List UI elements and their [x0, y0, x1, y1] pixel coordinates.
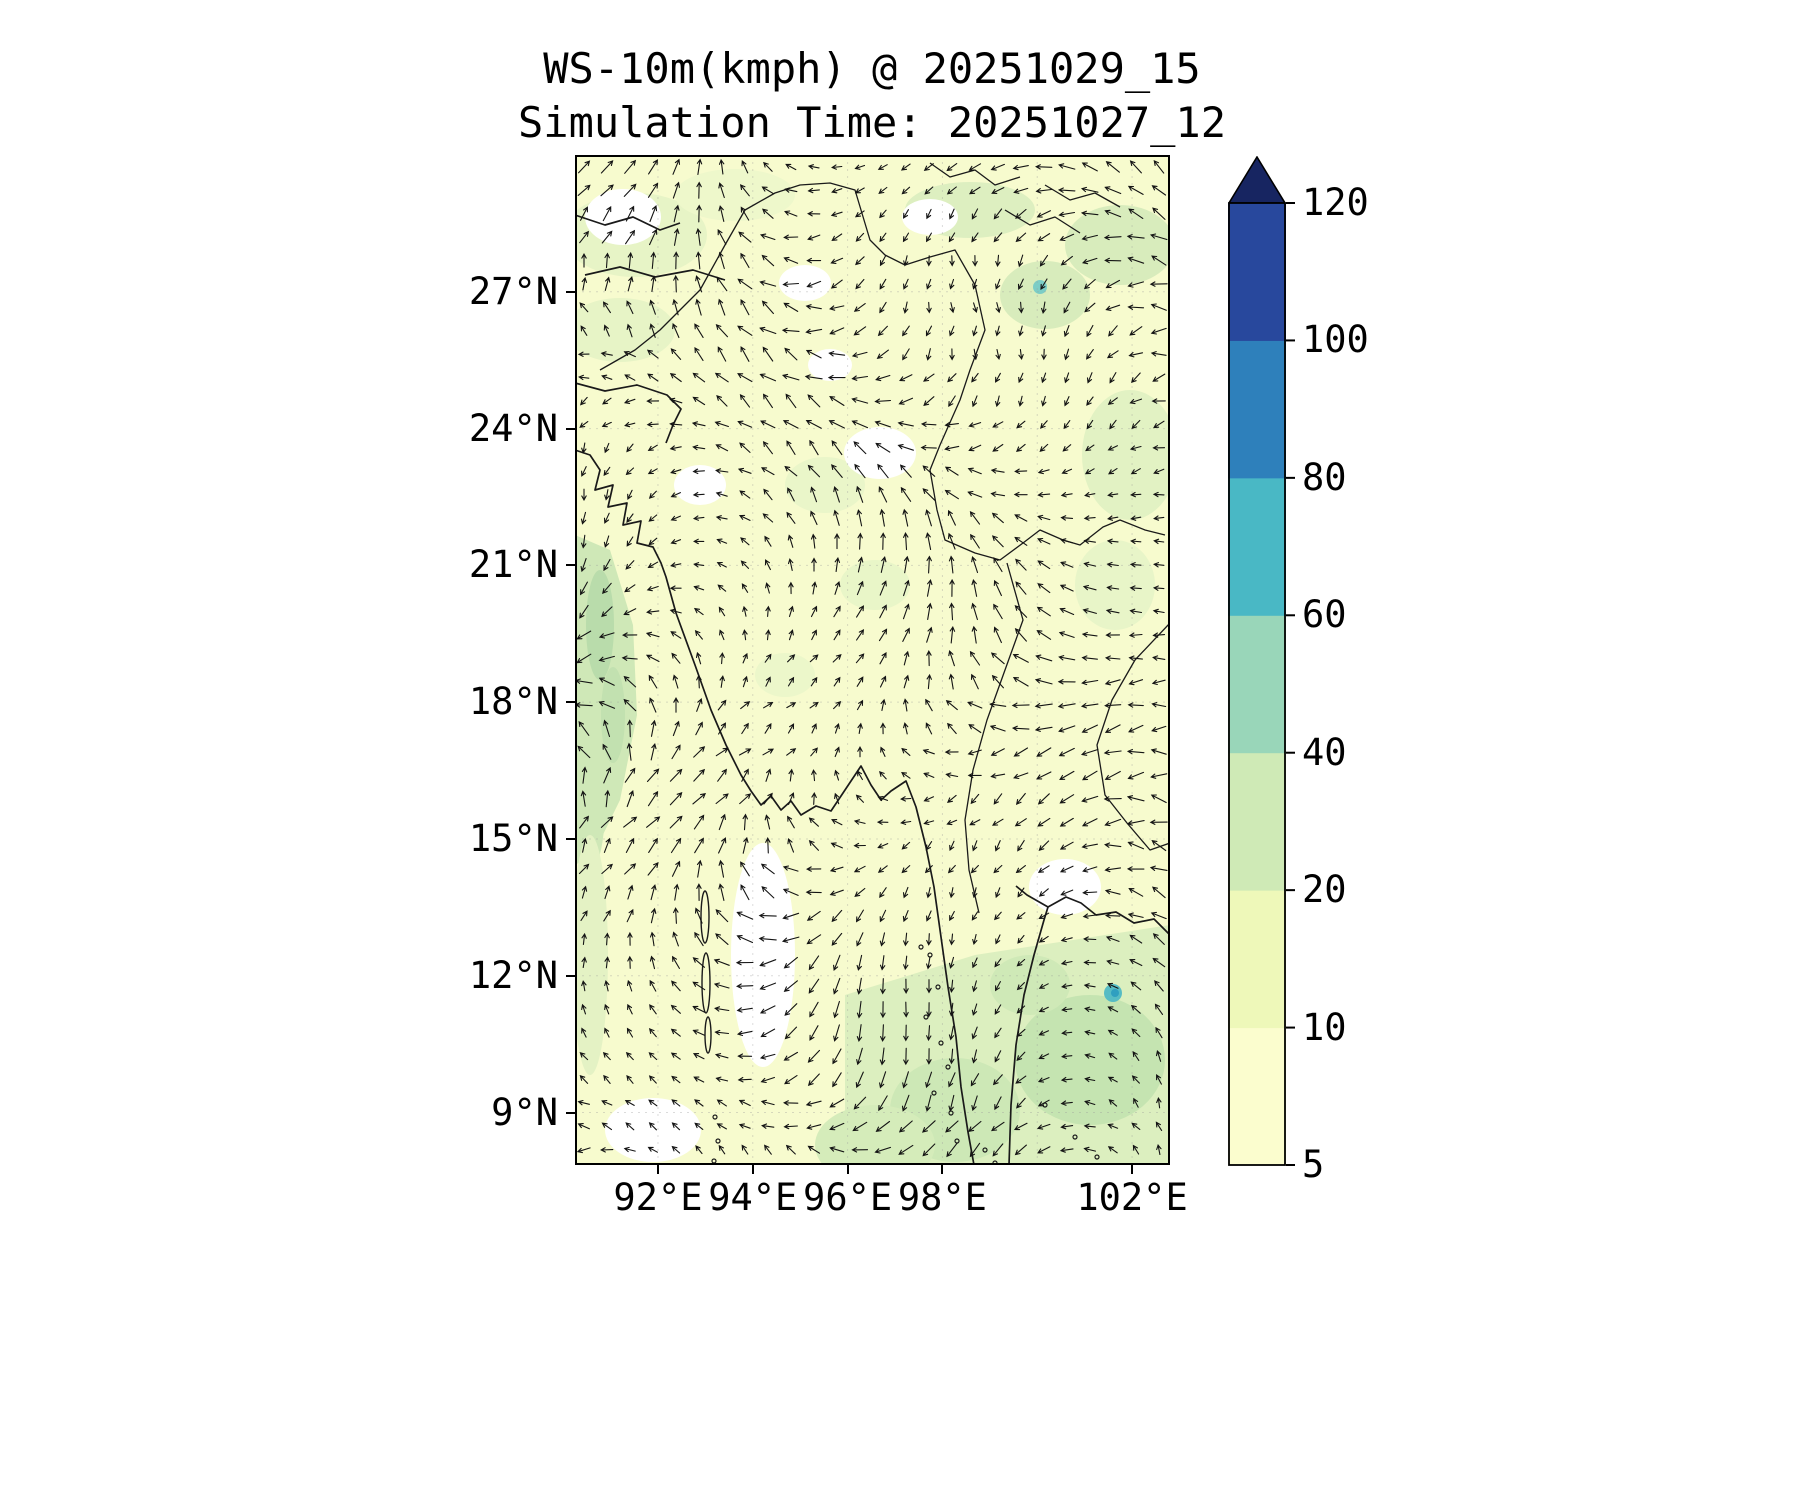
coastline-path	[575, 214, 681, 231]
coastline-path	[575, 449, 975, 1165]
x-tick-mark	[1131, 1165, 1134, 1174]
border-path	[1096, 622, 1170, 851]
island-speck	[715, 1138, 721, 1144]
y-tick-mark	[566, 564, 575, 567]
border-path	[929, 162, 1021, 186]
plot-title: WS-10m(kmph) @ 20251029_15	[543, 44, 1201, 93]
y-tick-label-18N: 18°N	[468, 680, 558, 724]
y-tick-mark	[566, 1111, 575, 1114]
colorbar-extend-arrow	[1228, 156, 1287, 204]
wind-speed-shading	[844, 427, 916, 479]
wind-vector-arrows	[575, 158, 1168, 1158]
colorbar-segment	[1228, 890, 1286, 1029]
wind-speed-shading	[601, 667, 625, 763]
colorbar-segment	[1228, 477, 1286, 616]
wind-speed-shading	[779, 265, 831, 301]
y-tick-mark	[566, 701, 575, 704]
y-tick-mark	[566, 974, 575, 977]
border-path	[964, 562, 1024, 914]
x-tick-mark	[656, 1165, 659, 1174]
island-speck	[945, 1064, 951, 1070]
colorbar-tick-label-5: 5	[1302, 1143, 1325, 1186]
wind-speed-shading	[1029, 859, 1101, 915]
x-tick-mark	[941, 1165, 944, 1174]
colorbar-tick-label-40: 40	[1302, 730, 1347, 774]
wind-speed-map	[575, 155, 1170, 1165]
colorbar-tick-label-20: 20	[1302, 868, 1347, 912]
x-tick-label-94E: 94°E	[708, 1176, 798, 1219]
island-speck	[948, 1110, 954, 1116]
coastline-path	[1008, 885, 1049, 1165]
axes-frame	[575, 155, 1170, 1165]
x-tick-label-92E: 92°E	[613, 1176, 703, 1219]
wind-speed-shading	[1111, 989, 1119, 997]
coastline-path	[584, 266, 726, 281]
y-tick-label-27N: 27°N	[468, 269, 558, 313]
island-outline	[704, 1016, 712, 1054]
colorbar-tick-label-80: 80	[1302, 455, 1347, 499]
colorbar	[1228, 156, 1295, 1166]
wind-speed-shading	[575, 298, 675, 362]
island-speck	[931, 1090, 937, 1096]
island-speck	[938, 1040, 944, 1046]
colorbar-tick-label-10: 10	[1302, 1005, 1347, 1049]
island-speck	[712, 1114, 718, 1120]
coastline-path	[1047, 896, 1170, 936]
island-speck	[923, 1014, 929, 1020]
x-tick-mark	[751, 1165, 754, 1174]
wind-speed-shading	[586, 570, 614, 680]
y-tick-label-15N: 15°N	[468, 816, 558, 860]
wind-speed-shading	[785, 457, 865, 513]
island-speck	[1094, 1154, 1100, 1160]
x-tick-label-102E: 102°E	[1076, 1176, 1188, 1219]
x-tick-label-96E: 96°E	[803, 1176, 893, 1219]
x-tick-mark	[846, 1165, 849, 1174]
colorbar-segment	[1228, 752, 1286, 891]
border-path	[1044, 184, 1121, 208]
y-tick-mark	[566, 290, 575, 293]
colorbar-segment	[1228, 340, 1286, 479]
island-outline	[700, 890, 710, 944]
y-tick-label-9N: 9°N	[491, 1090, 558, 1134]
island-outline	[701, 952, 711, 1014]
wind-speed-shading	[902, 199, 958, 235]
island-speck	[1072, 1134, 1078, 1140]
x-tick-label-98E: 98°E	[897, 1176, 987, 1219]
map-plot	[575, 155, 1170, 1165]
y-tick-mark	[566, 427, 575, 430]
y-tick-mark	[566, 837, 575, 840]
y-tick-label-12N: 12°N	[468, 953, 558, 997]
colorbar-tick-label-100: 100	[1302, 318, 1369, 362]
colorbar-tick-label-120: 120	[1302, 181, 1369, 224]
wind-speed-shading	[605, 1098, 701, 1162]
wind-speed-shading	[1015, 995, 1165, 1125]
wind-speed-shading	[731, 843, 795, 1067]
colorbar-tick-label-60: 60	[1302, 593, 1347, 637]
wind-speed-shading	[675, 169, 795, 221]
y-tick-label-21N: 21°N	[468, 543, 558, 587]
colorbar-segment	[1228, 203, 1286, 341]
wind-speed-shading	[674, 465, 726, 505]
wind-speed-shading	[840, 560, 910, 610]
wind-speed-shading	[1033, 280, 1047, 294]
wind-speed-shading	[1000, 261, 1090, 329]
wind-speed-shading	[755, 653, 815, 697]
wind-speed-shading	[1082, 390, 1170, 520]
wind-speed-shading	[585, 189, 661, 245]
plot-subtitle: Simulation Time: 20251027_12	[517, 98, 1227, 147]
y-tick-label-24N: 24°N	[468, 406, 558, 450]
wind-speed-shading	[990, 955, 1070, 1015]
colorbar-segment	[1228, 1027, 1286, 1166]
island-speck	[935, 984, 941, 990]
wind-speed-shading	[1065, 205, 1170, 285]
island-speck	[982, 1147, 988, 1153]
wind-speed-shading	[1075, 540, 1155, 630]
island-speck	[918, 944, 924, 950]
colorbar-segment	[1228, 615, 1286, 754]
border-path	[599, 182, 1166, 561]
wind-speed-shading	[581, 745, 605, 865]
colorbar-outline	[1228, 202, 1286, 1166]
